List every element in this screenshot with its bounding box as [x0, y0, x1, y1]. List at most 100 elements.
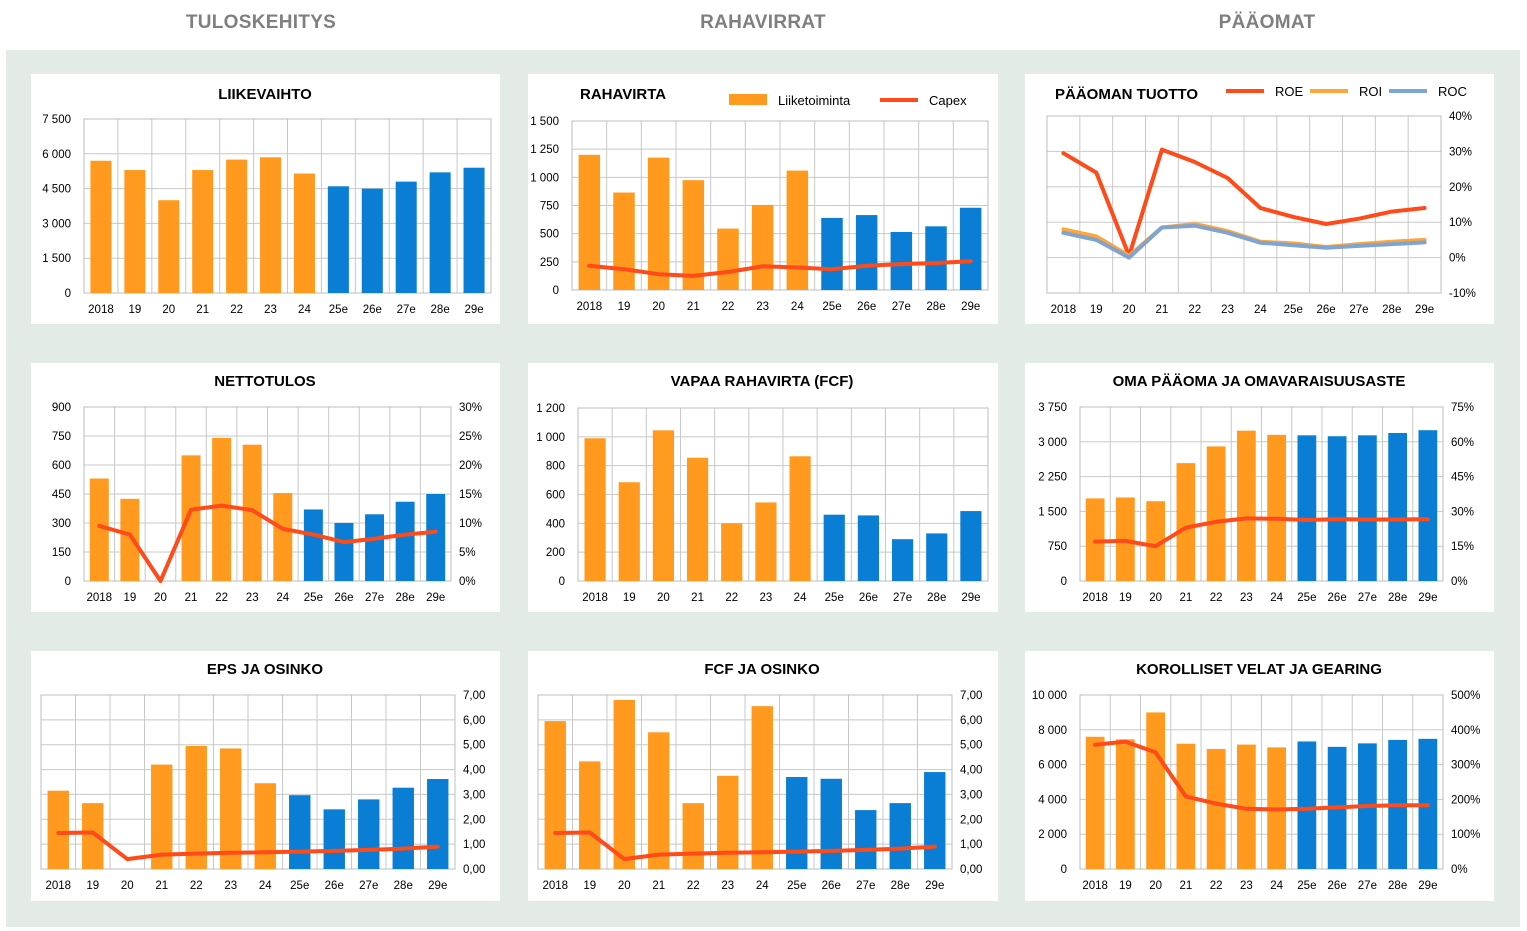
left-axis-tick-label: 2 250 — [1038, 472, 1067, 484]
bar — [89, 478, 109, 581]
left-axis-tick-label: 0 — [1061, 864, 1067, 876]
x-axis-tick-label: 29e — [961, 592, 980, 604]
left-axis-tick-label: 800 — [546, 461, 565, 473]
capex-line — [587, 259, 973, 278]
x-axis-tick-label: 22 — [687, 880, 700, 892]
line-point — [1215, 803, 1217, 805]
line-point — [1424, 241, 1426, 243]
line-point — [1095, 239, 1097, 241]
right-axis-tick-label: 15% — [459, 489, 482, 501]
x-axis-tick-label: 23 — [264, 304, 277, 316]
x-axis-tick-label: 29e — [1418, 592, 1437, 604]
x-axis-tick-label: 27e — [893, 592, 912, 604]
bar — [1327, 436, 1347, 581]
x-axis-tick-label: 20 — [1149, 592, 1162, 604]
right-axis-tick-label: 6,00 — [960, 715, 982, 727]
x-axis-tick-label: 26e — [857, 301, 876, 313]
line-point — [866, 265, 868, 267]
roe-line — [1061, 147, 1427, 258]
line-point — [1124, 741, 1126, 743]
x-axis-tick-label: 20 — [652, 301, 665, 313]
line-point — [1245, 517, 1247, 519]
liikevaihto-svg: 0 1 500 3 000 4 500 6 000 7 500 2018 19 20 21 22 23… — [42, 86, 492, 316]
line-point — [865, 849, 867, 851]
x-axis-tick-label: 21 — [652, 880, 665, 892]
chart-panel-vapaa-rahavirta: 0 200 400 600 800 1 000 1 200 2018 19 20 21 22 23 24 2… — [528, 363, 998, 612]
plot-frame — [1046, 115, 1442, 294]
line-point — [404, 534, 406, 536]
x-axis-tick-label: 27e — [1358, 592, 1377, 604]
left-axis-tick-label: 3 000 — [42, 218, 71, 230]
line-point — [1128, 257, 1130, 259]
bar — [652, 430, 675, 581]
left-axis-tick-label: 750 — [1048, 541, 1067, 553]
bar — [686, 457, 709, 581]
x-axis-tick-label: 22 — [1210, 592, 1223, 604]
bar — [323, 809, 345, 869]
line-point — [1155, 545, 1157, 547]
bar — [786, 170, 809, 290]
roc-line — [1061, 223, 1427, 260]
x-axis-tick-label: 2018 — [45, 880, 71, 892]
bar — [82, 803, 104, 869]
x-axis-tick-label: 20 — [121, 880, 134, 892]
x-axis-tick-label: 21 — [196, 304, 209, 316]
line-point — [1366, 805, 1368, 807]
bar — [924, 772, 946, 869]
line-point — [1185, 527, 1187, 529]
fcf-osinko-svg: 0,00 1,00 2,00 3,00 4,00 5,00 6,00 7,00 2018 19 20… — [537, 661, 982, 892]
left-axis-tick-label: 500 — [540, 229, 559, 241]
right-axis-tick-label: 30% — [1451, 506, 1474, 518]
bar — [395, 501, 415, 581]
line-point — [692, 853, 694, 855]
x-axis-tick-label: 22 — [230, 304, 243, 316]
bar — [124, 170, 146, 293]
x-axis-tick-label: 19 — [123, 592, 136, 604]
line-point — [402, 848, 404, 850]
line-point — [251, 509, 253, 511]
x-axis-tick-label: 23 — [246, 592, 259, 604]
right-axis-tick-label: -10% — [1449, 288, 1476, 300]
bar — [212, 437, 232, 581]
x-axis-tick-label: 23 — [1221, 304, 1234, 316]
line-point — [900, 263, 902, 265]
right-axis-tick-label: 1,00 — [463, 839, 485, 851]
x-axis-tick-label: 23 — [721, 880, 734, 892]
bar — [47, 790, 69, 869]
right-axis-tick-label: 5,00 — [960, 740, 982, 752]
x-axis-tick-label: 2018 — [1051, 304, 1077, 316]
x-axis-tick-label: 24 — [1254, 304, 1267, 316]
line-point — [1325, 223, 1327, 225]
bar — [717, 775, 739, 869]
right-axis-tick-label: 300% — [1451, 760, 1480, 772]
bar — [584, 438, 606, 581]
right-axis-tick-label: 400% — [1451, 725, 1480, 737]
x-axis-tick-label: 21 — [1179, 880, 1192, 892]
bar — [648, 732, 670, 869]
line-point — [1325, 247, 1327, 249]
bar — [151, 764, 173, 869]
right-axis-tick-label: 5% — [459, 547, 476, 559]
bar — [613, 699, 635, 869]
bar — [365, 514, 385, 581]
x-axis-tick-label: 20 — [154, 592, 167, 604]
x-axis-tick-label: 29e — [428, 880, 447, 892]
line-point — [92, 831, 94, 833]
bar — [192, 170, 214, 293]
x-axis-tick-label: 25e — [787, 880, 806, 892]
line-point — [1424, 239, 1426, 241]
bar — [361, 188, 383, 293]
bar — [181, 455, 201, 581]
x-axis-tick-label: 28e — [394, 880, 413, 892]
left-axis-tick-label: 1 500 — [530, 116, 559, 128]
bar — [786, 777, 808, 869]
bar — [789, 456, 811, 581]
line-point — [1062, 232, 1064, 234]
right-axis-tick-label: 1,00 — [960, 839, 982, 851]
line-point — [692, 275, 694, 277]
left-axis-tick-label: 0 — [559, 576, 565, 588]
line-point — [830, 850, 832, 852]
plot-frame — [83, 406, 452, 582]
line-point — [1358, 245, 1360, 247]
bar — [327, 186, 349, 293]
